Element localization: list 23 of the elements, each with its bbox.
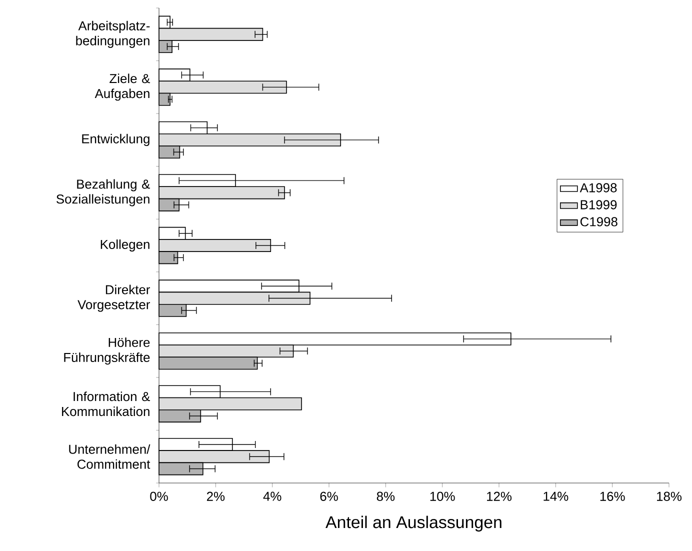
x-tick-label: 10% xyxy=(430,492,455,501)
y-tick-label: Kollegen xyxy=(100,239,150,252)
y-tick-label: Ziele & Aufgaben xyxy=(94,74,150,101)
x-tick-label: 2% xyxy=(206,492,225,501)
x-tick-label: 18% xyxy=(657,492,682,501)
x-tick-label: 0% xyxy=(150,492,168,501)
y-tick-label: Entwicklung xyxy=(82,134,150,146)
y-tick-label: Direkter Vorgesetzter xyxy=(78,284,150,312)
y-tick-label: Information & Kommunikation xyxy=(62,392,150,416)
x-tick-label: 6% xyxy=(320,492,338,501)
y-tick-label: Arbeitsplatz-bedingungen xyxy=(76,20,150,48)
legend-label: A1998 xyxy=(580,183,617,192)
x-tick-label: 8% xyxy=(376,492,395,501)
x-axis-title: Anteil an Auslassungen xyxy=(326,516,502,532)
y-tick-label: Bezahlung & Sozialleistungen xyxy=(56,179,150,206)
x-tick-label: 4% xyxy=(263,492,282,501)
x-tick-label: 16% xyxy=(600,492,625,501)
legend-label: C1998 xyxy=(580,217,618,226)
legend-label: B1999 xyxy=(580,200,617,210)
y-tick-label: Höhere Führungskräfte xyxy=(64,338,150,365)
x-tick-label: 12% xyxy=(487,492,512,501)
x-tick-label: 14% xyxy=(544,492,568,501)
y-tick-label: Unternehmen/ Commitment xyxy=(69,444,150,469)
